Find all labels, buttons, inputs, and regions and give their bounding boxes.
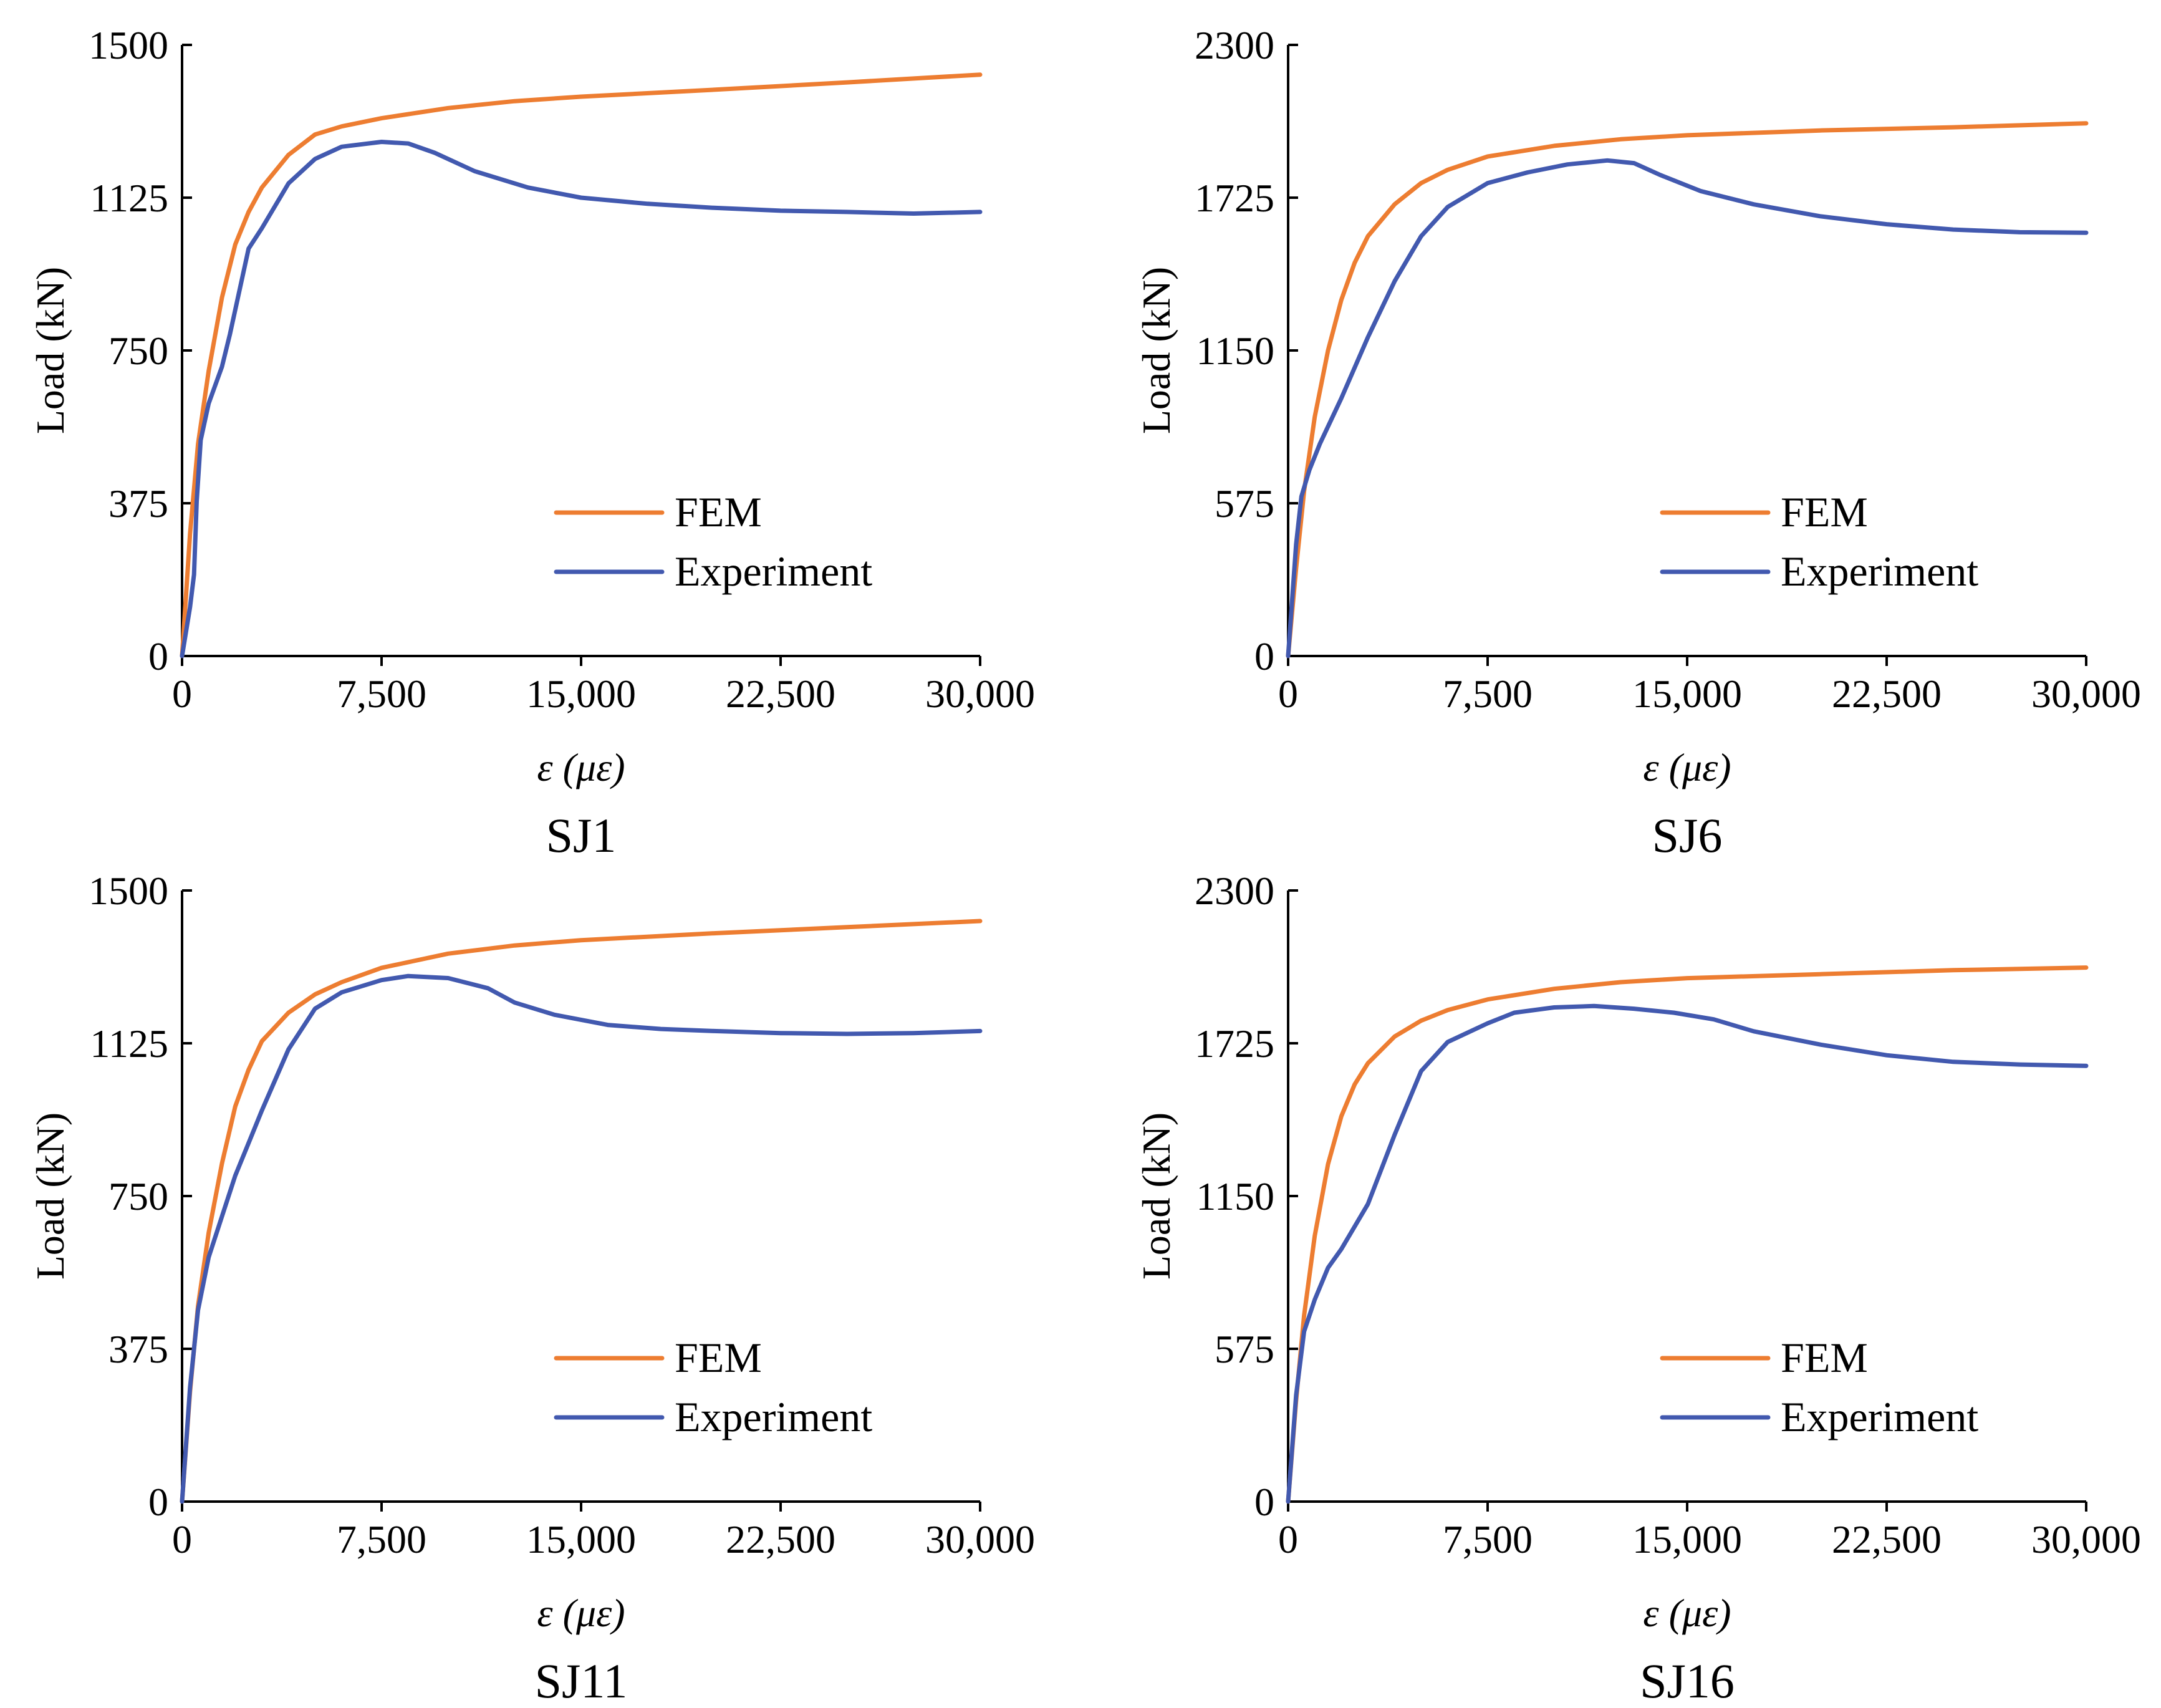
- x-axis-title: ε (με): [537, 745, 625, 789]
- y-tick-label: 1725: [1195, 1021, 1274, 1066]
- chart-panel-sj6: 0 575 1150 1725 2300 0 7,500 15,000 22,500 30,000…: [1134, 23, 2141, 862]
- legend-label-experiment: Experiment: [675, 548, 872, 595]
- y-tick-label: 750: [108, 1174, 168, 1218]
- panel-caption: SJ1: [546, 808, 617, 862]
- x-tick-label: 22,500: [726, 672, 835, 716]
- y-tick-label: 0: [148, 634, 168, 678]
- y-tick-label: 750: [108, 329, 168, 373]
- x-tick-label: 15,000: [1632, 1517, 1742, 1561]
- y-tick-label: 0: [1254, 1480, 1274, 1524]
- x-tick-label: 7,500: [1443, 1517, 1533, 1561]
- y-tick-label: 1500: [89, 869, 168, 913]
- x-tick-label: 30,000: [925, 672, 1035, 716]
- x-tick-label: 7,500: [337, 672, 426, 716]
- x-tick-label: 22,500: [1832, 672, 1942, 716]
- y-tick-label: 575: [1215, 1327, 1274, 1371]
- x-tick-label: 7,500: [1443, 672, 1533, 716]
- series-line-fem: [180, 919, 983, 1504]
- x-tick-label: 22,500: [726, 1517, 835, 1561]
- x-tick-label: 30,000: [2031, 1517, 2141, 1561]
- series-line-fem: [1286, 121, 2089, 659]
- x-tick-label: 22,500: [1832, 1517, 1942, 1561]
- series-line-fem: [180, 72, 983, 659]
- x-tick-label: 7,500: [337, 1517, 426, 1561]
- legend-label-fem: FEM: [1781, 488, 1868, 536]
- y-axis-title: Load (kN): [1134, 267, 1178, 434]
- y-tick-label: 375: [108, 481, 168, 526]
- x-axis-title: ε (με): [1643, 745, 1731, 789]
- y-axis-title: Load (kN): [28, 267, 72, 434]
- y-tick-label: 1150: [1196, 1174, 1274, 1218]
- x-tick-label: 0: [172, 672, 192, 716]
- y-axis-title: Load (kN): [1134, 1112, 1178, 1280]
- panel-caption: SJ6: [1652, 808, 1723, 862]
- legend-label-fem: FEM: [1781, 1334, 1868, 1381]
- series-line-fem: [1286, 965, 2089, 1504]
- chart-panel-sj16: 0 575 1150 1725 2300 0 7,500 15,000 22,500 30,000…: [1134, 869, 2141, 1708]
- y-tick-label: 0: [1254, 634, 1274, 678]
- x-tick-label: 15,000: [526, 672, 636, 716]
- x-tick-label: 15,000: [526, 1517, 636, 1561]
- series-line-experiment: [1286, 1003, 2089, 1504]
- series-line-experiment: [180, 140, 983, 659]
- y-tick-label: 1125: [90, 176, 168, 220]
- y-tick-label: 1125: [90, 1021, 168, 1066]
- y-tick-label: 2300: [1195, 23, 1274, 67]
- y-tick-label: 575: [1215, 481, 1274, 526]
- x-tick-label: 0: [1278, 672, 1298, 716]
- x-tick-label: 30,000: [2031, 672, 2141, 716]
- y-tick-label: 0: [148, 1480, 168, 1524]
- y-axis-title: Load (kN): [28, 1112, 72, 1280]
- y-tick-label: 1725: [1195, 176, 1274, 220]
- x-tick-label: 0: [1278, 1517, 1298, 1561]
- legend-label-fem: FEM: [675, 488, 762, 536]
- y-tick-label: 1500: [89, 23, 168, 67]
- chart-panel-sj1: 0 375 750 1125 1500 0 7,500 15,000 22,500 30,000 ε…: [28, 23, 1035, 862]
- legend-label-fem: FEM: [675, 1334, 762, 1381]
- panel-caption: SJ11: [535, 1654, 628, 1708]
- x-tick-label: 0: [172, 1517, 192, 1561]
- series-line-experiment: [1286, 158, 2089, 659]
- legend-label-experiment: Experiment: [675, 1393, 872, 1440]
- y-tick-label: 1150: [1196, 329, 1274, 373]
- y-tick-label: 375: [108, 1327, 168, 1371]
- x-tick-label: 30,000: [925, 1517, 1035, 1561]
- chart-panel-sj11: 0 375 750 1125 1500 0 7,500 15,000 22,500 30,000 ε…: [28, 869, 1035, 1708]
- panel-caption: SJ16: [1640, 1654, 1735, 1708]
- series-line-experiment: [180, 973, 983, 1504]
- legend-label-experiment: Experiment: [1781, 1393, 1978, 1440]
- legend-label-experiment: Experiment: [1781, 548, 1978, 595]
- x-tick-label: 15,000: [1632, 672, 1742, 716]
- y-tick-label: 2300: [1195, 869, 1274, 913]
- x-axis-title: ε (με): [537, 1591, 625, 1635]
- x-axis-title: ε (με): [1643, 1591, 1731, 1635]
